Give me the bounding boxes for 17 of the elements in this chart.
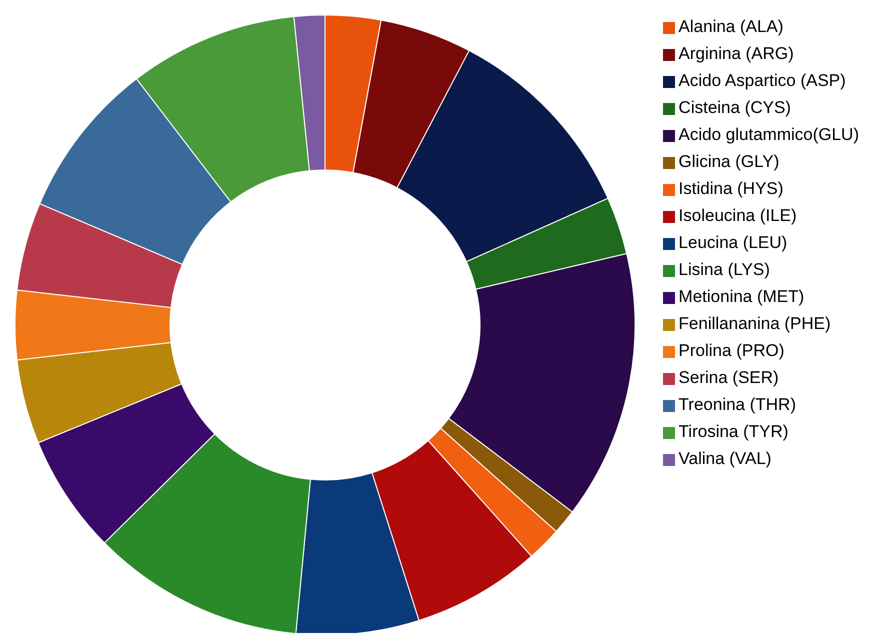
legend-label: Glicina (GLY) xyxy=(678,152,780,171)
legend-label: Prolina (PRO) xyxy=(678,341,784,360)
legend-label: Valina (VAL) xyxy=(678,449,772,468)
legend-label: Metionina (MET) xyxy=(678,287,804,306)
legend-label: Leucina (LEU) xyxy=(678,233,788,252)
legend-label: Treonina (THR) xyxy=(678,395,796,414)
legend-label: Cisteina (CYS) xyxy=(678,98,791,117)
legend-label: Tirosina (TYR) xyxy=(678,422,788,441)
legend-label: Acido glutammico(GLU) xyxy=(678,125,859,144)
legend-label: Arginina (ARG) xyxy=(678,44,794,63)
legend-label: Istidina (HYS) xyxy=(678,179,784,198)
legend-label: Lisina (LYS) xyxy=(678,260,770,279)
legend-label: Serina (SER) xyxy=(678,368,779,387)
legend-label: Fenillananina (PHE) xyxy=(678,314,831,333)
legend-label: Alanina (ALA) xyxy=(678,17,784,36)
legend-label: Acido Aspartico (ASP) xyxy=(678,71,846,90)
legend-label: Isoleucina (ILE) xyxy=(678,206,797,225)
